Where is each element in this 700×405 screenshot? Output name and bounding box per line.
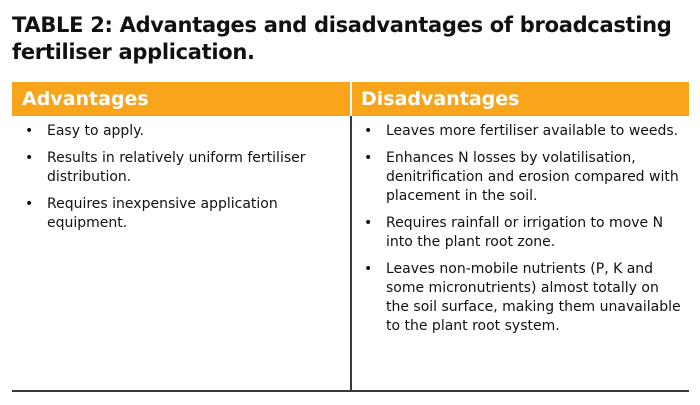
list-item: • Requires inexpensive application equipm…: [22, 195, 338, 233]
bullet-icon: •: [364, 150, 373, 166]
header-divider: [350, 82, 352, 116]
bullet-icon: •: [364, 215, 373, 231]
list-item: • Leaves more fertiliser available to wee…: [361, 122, 681, 141]
column-divider: [350, 116, 352, 392]
list-item: • Requires rainfall or irrigation to move…: [361, 214, 681, 252]
disadvantages-header: Disadvantages: [361, 88, 520, 110]
bullet-icon: •: [25, 150, 34, 166]
bottom-rule: [12, 390, 689, 392]
disadvantages-list: • Leaves more fertiliser available to wee…: [361, 122, 681, 344]
list-item-text: Leaves more fertiliser available to weed…: [386, 123, 679, 139]
bullet-icon: •: [364, 261, 373, 277]
bullet-icon: •: [25, 123, 34, 139]
list-item-text: Requires rainfall or irrigation to move …: [386, 215, 664, 250]
advantages-list: • Easy to apply. • Results in relatively u…: [22, 122, 338, 241]
list-item-text: Enhances N losses by volatilisation, den…: [386, 150, 679, 204]
list-item-text: Easy to apply.: [47, 123, 144, 139]
list-item-text: Leaves non-mobile nutrients (P, K and so…: [386, 261, 681, 334]
bullet-icon: •: [364, 123, 373, 139]
list-item: • Results in relatively uniform fertilise…: [22, 149, 338, 187]
list-item-text: Requires inexpensive application equipme…: [47, 196, 278, 231]
table-header-row: Advantages Disadvantages: [12, 82, 689, 116]
bullet-icon: •: [25, 196, 34, 212]
list-item: • Leaves non-mobile nutrients (P, K and s…: [361, 260, 681, 336]
list-item: • Easy to apply.: [22, 122, 338, 141]
advantages-header: Advantages: [22, 88, 149, 110]
table-title: TABLE 2: Advantages and disadvantages of…: [12, 13, 672, 64]
list-item-text: Results in relatively uniform fertiliser…: [47, 150, 306, 185]
list-item: • Enhances N losses by volatilisation, de…: [361, 149, 681, 206]
comparison-table: Advantages Disadvantages • Easy to apply.…: [12, 82, 689, 392]
